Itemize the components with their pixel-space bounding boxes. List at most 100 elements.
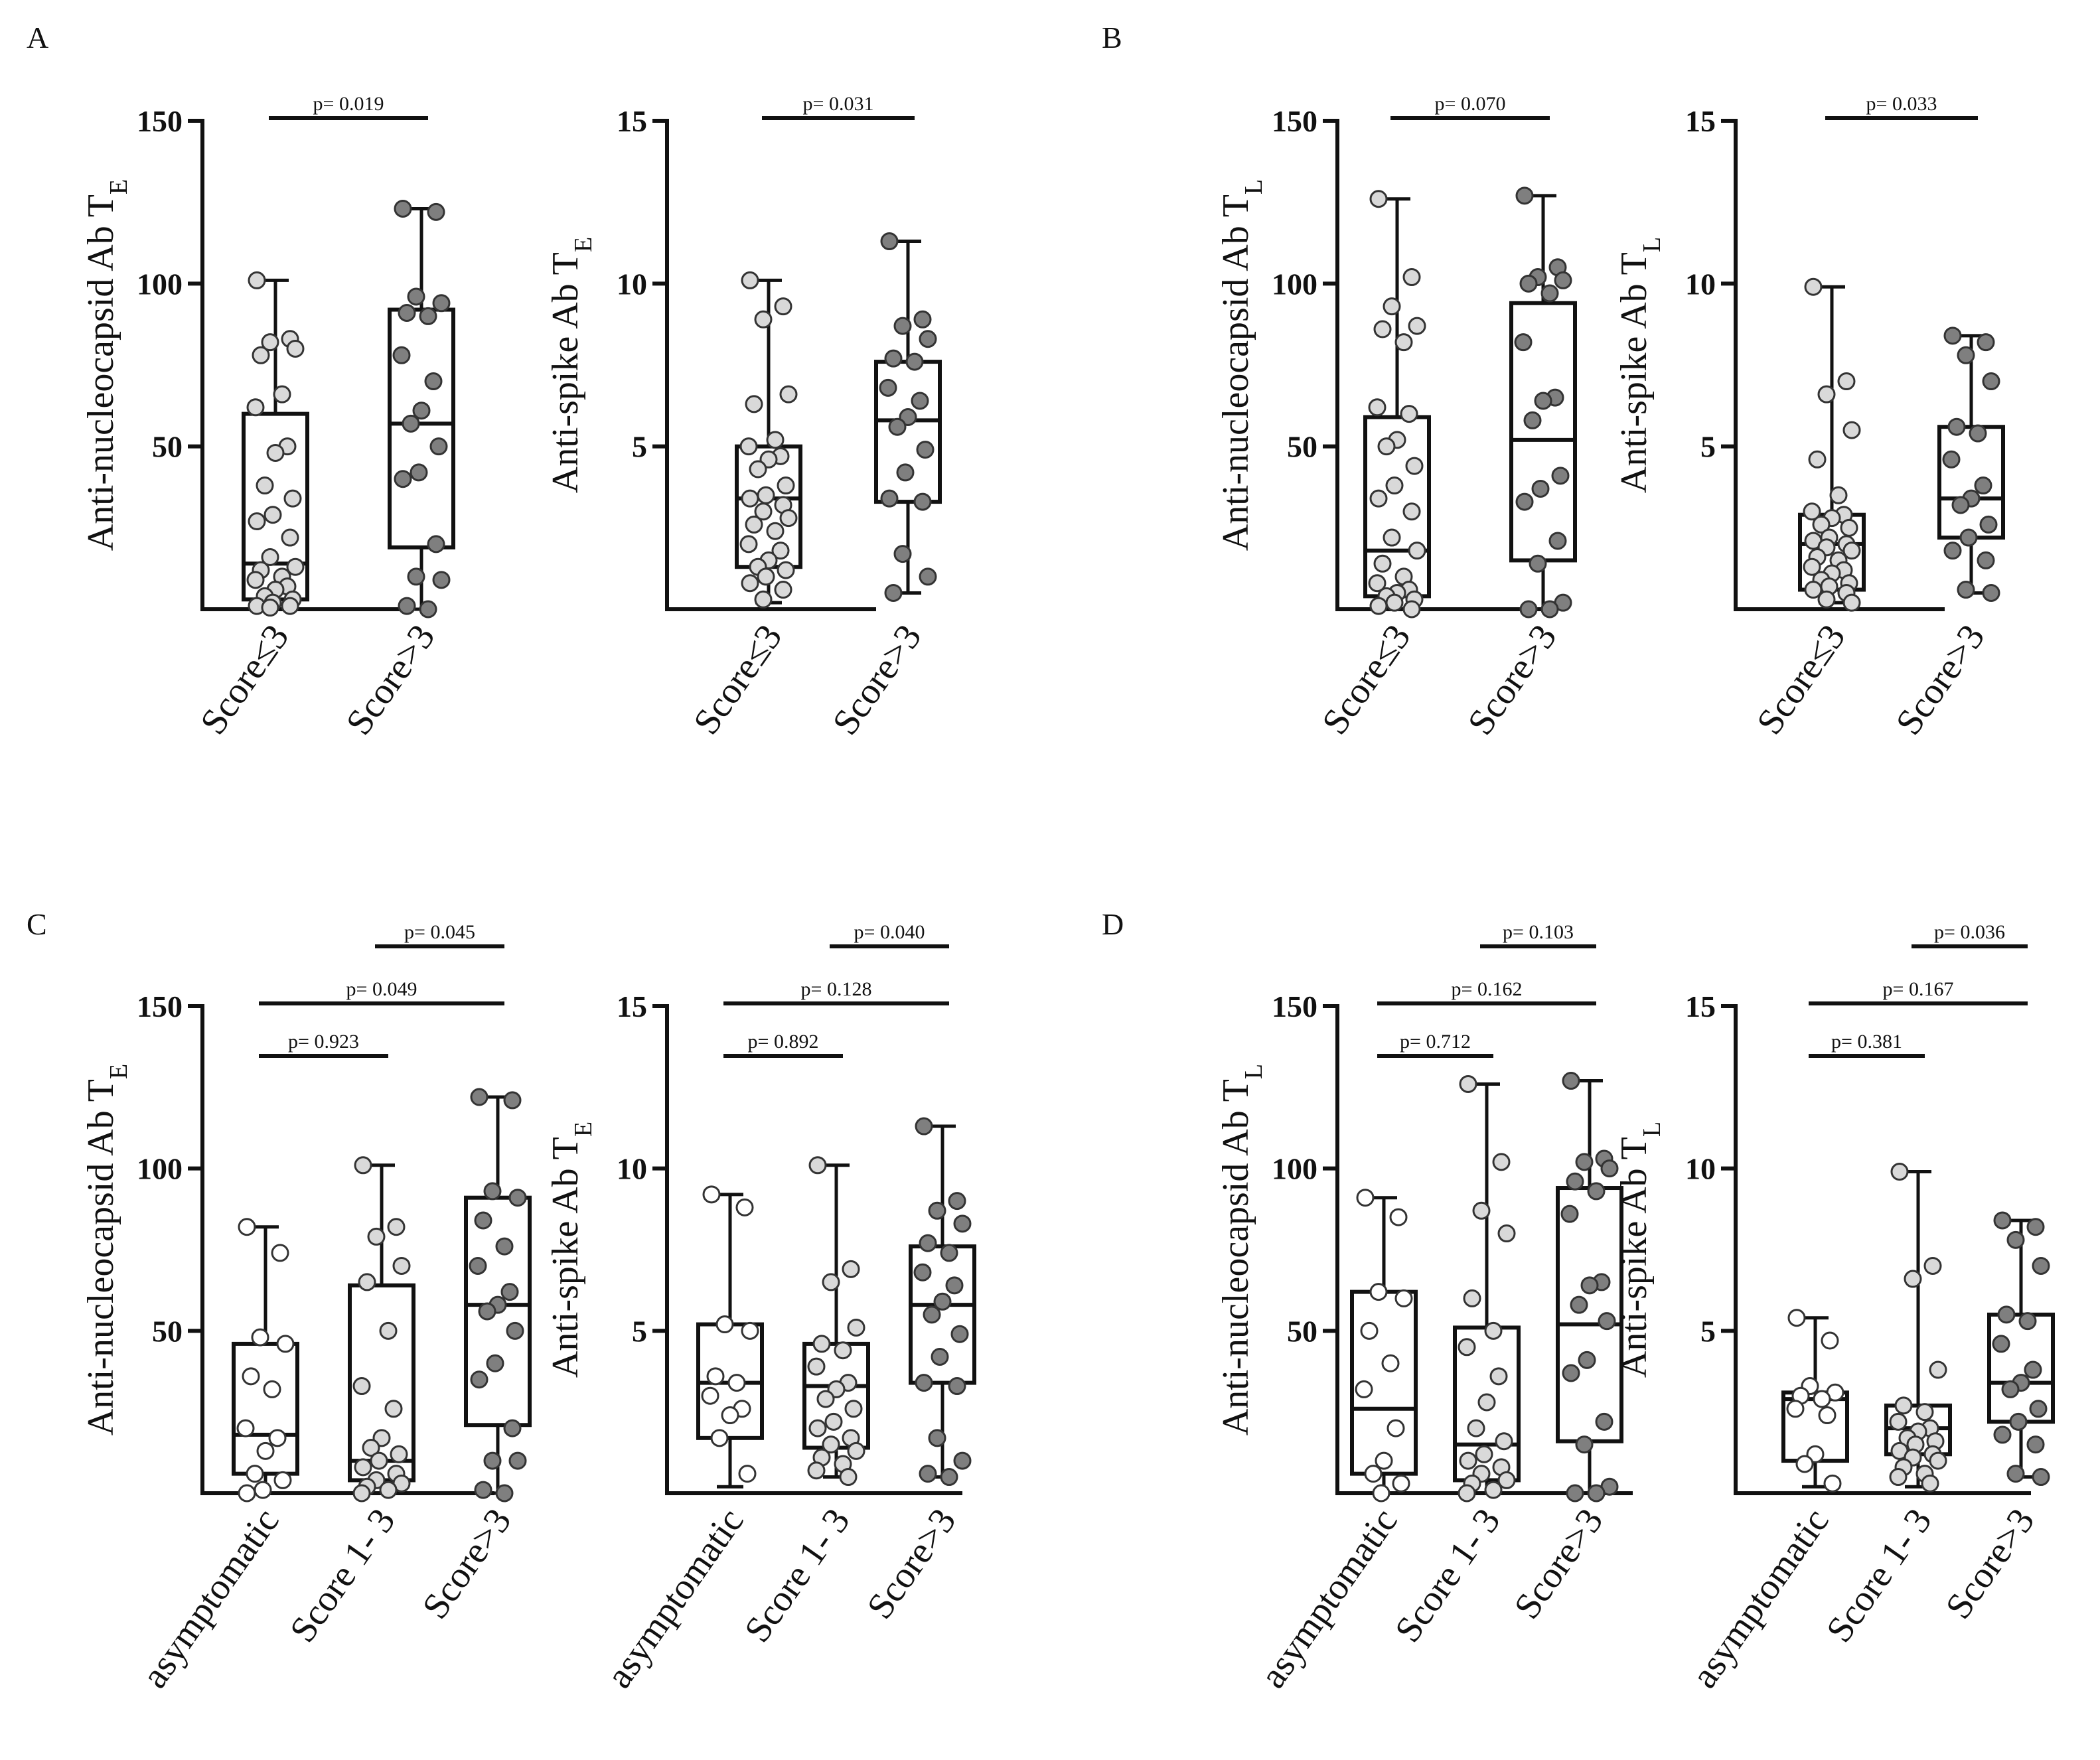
data-point	[879, 378, 897, 397]
p-value-label: p= 0.381	[1831, 1031, 1902, 1053]
data-point	[771, 542, 790, 560]
data-point	[948, 1192, 966, 1210]
box-group-3: Score>3	[860, 1117, 976, 1627]
y-tick-label: 50	[1287, 430, 1317, 464]
data-point	[1823, 1474, 1842, 1493]
data-point	[246, 1465, 264, 1483]
data-point	[777, 477, 795, 495]
data-point	[1540, 284, 1559, 303]
data-point	[721, 1406, 739, 1425]
data-point	[1495, 1432, 1513, 1451]
data-point	[1477, 1393, 1496, 1412]
data-point	[1818, 1406, 1837, 1425]
data-point	[757, 567, 775, 586]
box-group-1: Score≤3	[686, 271, 802, 742]
data-point	[495, 1237, 514, 1256]
data-point	[2029, 1400, 2048, 1418]
y-axis-label: Anti-spike Ab TL	[1613, 237, 1666, 493]
data-point	[1813, 1390, 1831, 1408]
data-point	[928, 1429, 946, 1447]
p-value-label: p= 0.019	[313, 93, 384, 115]
p-value-label: p= 0.070	[1435, 93, 1506, 115]
data-point	[358, 1273, 376, 1291]
data-point	[741, 489, 759, 508]
data-point	[1515, 186, 1534, 205]
data-point	[779, 509, 798, 528]
data-point	[1497, 1471, 1516, 1489]
data-point	[474, 1211, 492, 1230]
y-tick-label: 15	[617, 104, 647, 138]
data-point	[352, 1484, 371, 1503]
data-point	[236, 1419, 255, 1437]
y-axis-label-subscript: L	[1638, 237, 1666, 252]
panel-label-b: B	[1102, 21, 1122, 54]
data-point	[834, 1341, 852, 1360]
data-point	[1368, 398, 1387, 417]
data-point	[710, 1429, 729, 1447]
data-point	[427, 202, 445, 221]
data-point	[777, 561, 795, 579]
data-point	[1890, 1163, 1909, 1181]
data-point	[238, 1484, 256, 1503]
box-group-3: Score>3	[1938, 1211, 2055, 1627]
data-point	[1808, 450, 1827, 469]
data-point	[387, 1218, 406, 1236]
data-point	[888, 417, 907, 436]
data-point	[1795, 1455, 1814, 1473]
data-point	[1957, 346, 1975, 364]
data-point	[429, 437, 448, 456]
x-category-label: Score 1- 3	[282, 1501, 404, 1650]
data-point	[1402, 268, 1421, 287]
p-value-label: p= 0.167	[1883, 978, 1954, 1000]
data-point	[248, 271, 266, 289]
data-point	[248, 512, 266, 531]
data-point	[432, 571, 451, 589]
data-point	[1812, 515, 1831, 534]
data-point	[508, 1189, 527, 1207]
data-point	[238, 1218, 256, 1236]
data-point	[1929, 1360, 1947, 1379]
data-point	[715, 1315, 734, 1334]
box-group-2: Score 1- 3	[1819, 1163, 1952, 1650]
data-point	[392, 346, 411, 364]
data-point	[808, 1419, 827, 1437]
data-point	[283, 489, 302, 508]
data-point	[735, 1198, 754, 1216]
data-point	[2006, 1465, 2025, 1483]
data-point	[1915, 1403, 1934, 1422]
data-point	[727, 1374, 746, 1392]
y-axis-label: Anti-spike Ab TE	[545, 1122, 597, 1378]
data-point	[893, 545, 912, 563]
data-point	[1475, 1445, 1493, 1463]
data-point	[398, 597, 416, 615]
y-tick-label: 50	[152, 430, 183, 464]
data-point	[1993, 1426, 2012, 1444]
data-point	[1408, 542, 1426, 560]
y-axis-label-subscript: L	[1240, 179, 1268, 194]
data-point	[266, 443, 285, 462]
data-point	[1982, 583, 2000, 602]
data-point	[741, 271, 759, 289]
box-group-3: Score>3	[415, 1088, 532, 1627]
data-point	[1377, 437, 1396, 456]
data-point	[261, 599, 279, 617]
p-value-label: p= 0.162	[1452, 978, 1523, 1000]
data-point	[1519, 274, 1538, 293]
data-point	[256, 1441, 275, 1460]
data-point	[1889, 1468, 1908, 1487]
data-point	[1947, 417, 1966, 436]
y-axis-label: Anti-nucleocapsid Ab TL	[1215, 179, 1268, 551]
data-point	[754, 310, 773, 329]
data-point	[2032, 1468, 2050, 1487]
box-group-1: Score≤3	[192, 271, 309, 742]
data-point	[390, 1445, 408, 1463]
x-category-label: Score>3	[825, 617, 930, 743]
data-point	[2009, 1412, 2028, 1431]
p-value-label: p= 0.712	[1400, 1031, 1471, 1053]
p-value-label: p= 0.040	[854, 921, 925, 943]
x-category-label: Score>3	[860, 1501, 964, 1627]
data-point	[470, 1370, 488, 1389]
data-point	[1497, 1224, 1516, 1243]
data-point	[2018, 1312, 2037, 1331]
